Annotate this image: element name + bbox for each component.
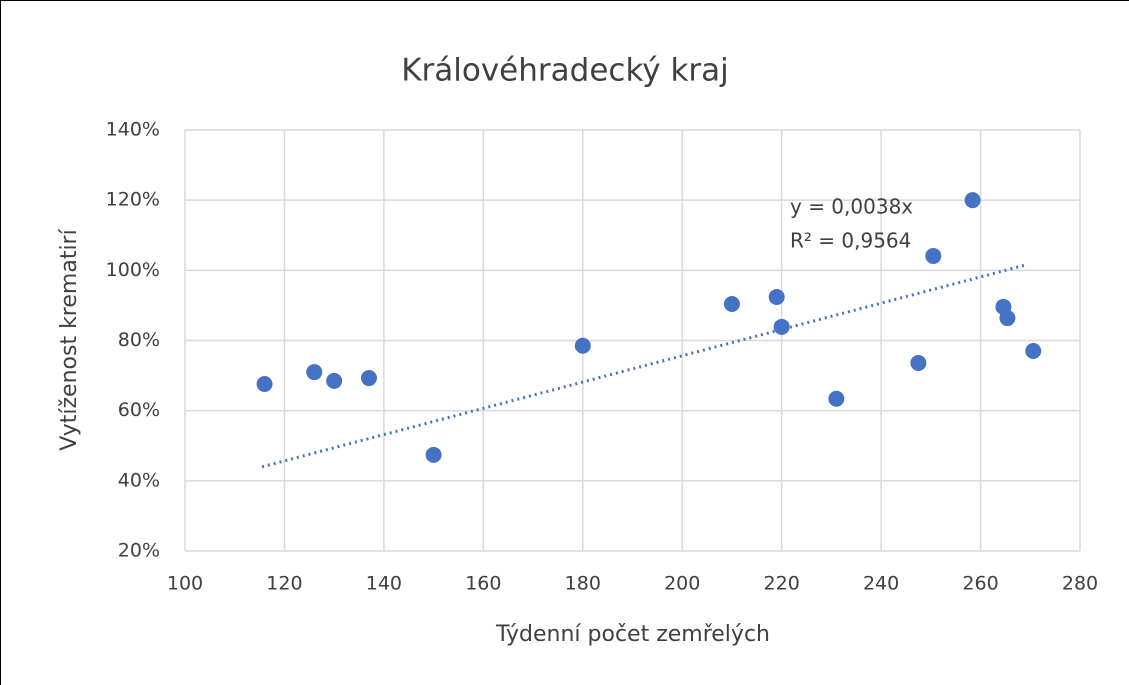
trendline-label: y = 0,0038x (790, 195, 913, 219)
y-tick-label: 120% (106, 189, 160, 211)
x-tick-label: 160 (465, 573, 501, 595)
x-tick-label: 100 (167, 573, 203, 595)
y-tick-label: 40% (118, 469, 160, 491)
point (326, 372, 343, 389)
x-tick-label: 240 (863, 573, 899, 595)
point (360, 370, 377, 387)
chart-title: Královéhradecký kraj (401, 53, 729, 89)
y-tick-label: 80% (118, 329, 160, 351)
y-tick-label: 20% (118, 540, 160, 562)
x-axis-label: Týdenní počet zemřelých (495, 622, 770, 647)
point (773, 318, 790, 335)
point (574, 337, 591, 354)
point (925, 247, 942, 264)
y-tick-label: 140% (106, 119, 160, 141)
x-tick-label: 140 (366, 573, 402, 595)
x-tick-label: 180 (565, 573, 601, 595)
point (1025, 343, 1042, 360)
point (256, 376, 273, 393)
point (306, 364, 323, 381)
point (723, 296, 740, 313)
y-axis-label: Vytíženost krematirí (57, 228, 82, 450)
point (910, 354, 927, 371)
point (999, 310, 1016, 327)
point (828, 390, 845, 407)
x-tick-label: 200 (664, 573, 700, 595)
point (425, 446, 442, 463)
y-tick-label: 60% (118, 399, 160, 421)
x-tick-label: 280 (1062, 573, 1098, 595)
x-tick-label: 220 (764, 573, 800, 595)
point (768, 288, 785, 305)
y-tick-label: 100% (106, 259, 160, 281)
trendline-label: R² = 0,9564 (790, 229, 911, 253)
x-tick-label: 260 (962, 573, 998, 595)
point (964, 192, 981, 209)
x-tick-label: 120 (266, 573, 302, 595)
